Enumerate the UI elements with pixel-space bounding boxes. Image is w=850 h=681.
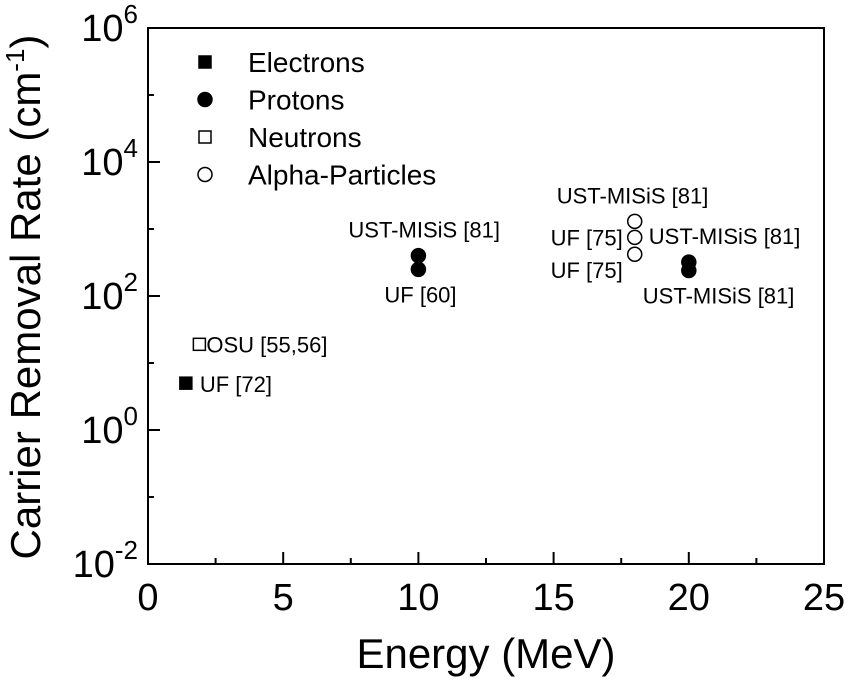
- legend-label: Neutrons: [248, 122, 362, 153]
- legend-marker: [198, 130, 212, 144]
- data-points: [179, 213, 697, 390]
- point-label: UF [60]: [384, 282, 456, 307]
- legend-marker: [197, 166, 213, 183]
- data-point: [410, 261, 427, 278]
- x-tick-label: 10: [397, 577, 439, 619]
- data-point: [192, 337, 207, 352]
- y-tick-base: 10: [81, 276, 123, 318]
- y-tick-exponent: 0: [124, 401, 138, 431]
- y-tick-exponent: 6: [124, 0, 138, 29]
- point-label: UF [75]: [551, 258, 623, 283]
- y-axis-title-suffix: ): [2, 35, 49, 49]
- data-point: [681, 262, 697, 279]
- x-tick-label: 20: [668, 577, 710, 619]
- legend: Electrons Protons Neutrons Alpha-Particles: [197, 47, 436, 191]
- x-tick-label: 0: [137, 577, 158, 619]
- x-tick-label: 15: [532, 577, 574, 619]
- x-tick-label: 25: [803, 577, 845, 619]
- y-tick-label: 106: [81, 0, 138, 50]
- y-tick-base: 10: [81, 410, 123, 452]
- y-tick-label: 100: [81, 401, 138, 452]
- data-point: [179, 376, 193, 390]
- x-axis-ticks: 0 5 10 15 20 25: [137, 552, 845, 619]
- y-axis-title: Carrier Removal Rate (cm-1): [0, 35, 49, 560]
- point-label: UST-MISiS [81]: [348, 218, 500, 243]
- y-tick-label: 102: [81, 267, 138, 318]
- y-tick-exponent: 2: [124, 267, 138, 297]
- y-tick-label: 10-2: [73, 535, 138, 586]
- point-label: UST-MISiS [81]: [643, 284, 795, 309]
- data-point: [626, 246, 643, 262]
- point-labels: UF [72] UST-MISiS [81] UF [60] UST-MISiS [8…: [200, 183, 801, 397]
- legend-label: Protons: [248, 85, 345, 116]
- data-point: [626, 213, 643, 230]
- point-label: UF [72]: [200, 372, 272, 397]
- y-tick-exponent: 4: [124, 133, 138, 163]
- point-label: UF [75]: [551, 225, 623, 250]
- point-label: UST-MISiS [81]: [649, 224, 801, 249]
- x-axis-title: Energy (MeV): [356, 630, 615, 677]
- y-tick-base: 10: [73, 544, 115, 586]
- y-tick-base: 10: [81, 142, 123, 184]
- y-tick-label: 104: [81, 133, 138, 184]
- y-tick-base: 10: [81, 8, 123, 50]
- y-axis-title-main: Carrier Removal Rate (cm: [2, 72, 49, 560]
- x-tick-label: 5: [273, 577, 294, 619]
- data-point: [410, 247, 427, 264]
- point-label: UST-MISiS [81]: [557, 183, 709, 208]
- point-label: OSU [55,56]: [206, 332, 327, 357]
- legend-marker: [198, 55, 212, 69]
- legend-label: Alpha-Particles: [248, 160, 436, 191]
- y-tick-exponent: -2: [115, 535, 138, 565]
- legend-label: Electrons: [248, 47, 365, 78]
- legend-marker: [197, 91, 213, 108]
- y-axis-title-superscript: -1: [0, 49, 30, 72]
- data-point: [626, 229, 643, 246]
